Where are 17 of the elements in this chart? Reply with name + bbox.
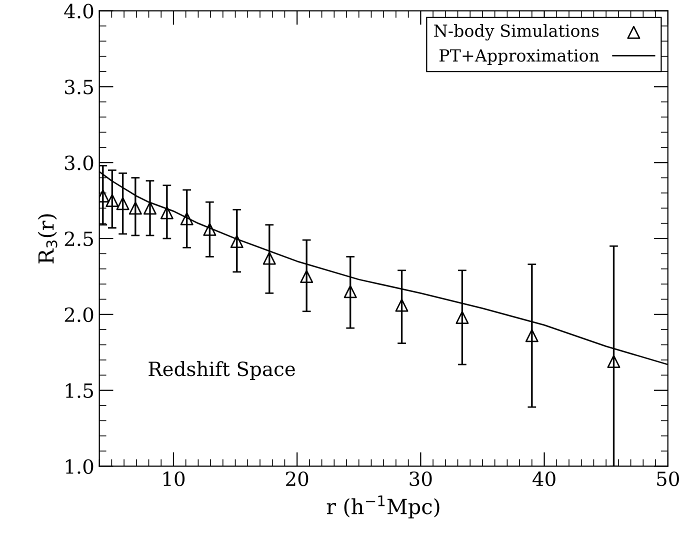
y-tick-label: 4.0 xyxy=(64,4,94,18)
y-axis-title: R$_{3}$(r) xyxy=(38,214,58,264)
y-tick-label: 2.5 xyxy=(64,231,93,246)
x-tick-label: 10 xyxy=(163,471,185,486)
x-axis-title: r (h$^{−1}$Mpc) xyxy=(326,495,440,518)
annotation: Redshift Space xyxy=(148,361,295,380)
y-tick-label: 3.5 xyxy=(65,80,93,94)
legend-label: N-body Simulations xyxy=(434,24,599,40)
x-tick-label: 20 xyxy=(286,471,308,486)
legend-label: PT+Approximation xyxy=(440,49,600,65)
y-tick-label: 3.0 xyxy=(65,156,94,170)
y-tick-label: 1.5 xyxy=(66,383,93,398)
x-tick-label: 40 xyxy=(532,471,556,486)
x-tick-label: 50 xyxy=(657,471,679,486)
y-tick-label: 1.0 xyxy=(66,459,94,474)
y-tick-label: 2.0 xyxy=(64,307,94,322)
x-tick-label: 30 xyxy=(410,471,432,486)
